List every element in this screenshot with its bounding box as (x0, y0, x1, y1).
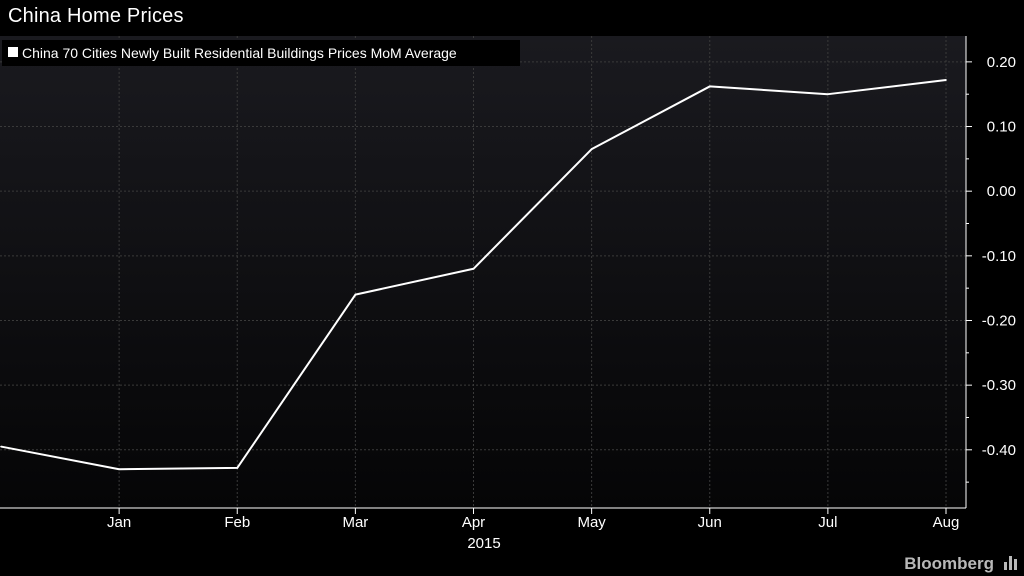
data-point (472, 267, 475, 270)
data-point (708, 85, 711, 88)
legend-label: China 70 Cities Newly Built Residential … (22, 45, 457, 61)
x-tick-label: May (577, 514, 606, 531)
x-tick-label: Feb (224, 514, 250, 531)
x-tick-label: Mar (342, 514, 368, 531)
data-point (827, 93, 829, 95)
grid-lines (0, 36, 966, 508)
chart-title: China Home Prices (8, 5, 184, 27)
x-tick-label: Aug (933, 514, 960, 531)
brand-name: Bloomberg (904, 554, 994, 573)
plot-background (0, 36, 966, 508)
x-axis-ticks: Jan Feb Mar Apr May Jun Jul Aug (107, 508, 959, 531)
x-tick-label: Jun (698, 514, 722, 531)
data-point (118, 468, 120, 471)
legend-background (2, 40, 520, 66)
data-point (0, 445, 2, 448)
data-point (354, 293, 357, 296)
y-tick-label: 0.10 (987, 119, 1016, 136)
y-tick-label: 0.00 (987, 183, 1016, 200)
series-layer (0, 78, 947, 471)
y-tick-label: 0.20 (987, 54, 1016, 71)
x-axis-year-label: 2015 (467, 535, 500, 552)
data-point (590, 148, 593, 150)
legend: China 70 Cities Newly Built Residential … (2, 40, 520, 66)
data-point (236, 467, 239, 469)
bloomberg-logo: Bloomberg (904, 554, 1017, 573)
x-tick-label: Jul (818, 514, 837, 531)
x-tick-label: Apr (462, 514, 485, 531)
y-tick-label: -0.20 (982, 312, 1016, 329)
bar-chart-icon (1004, 556, 1017, 570)
title-bar: China Home Prices (0, 0, 1024, 36)
y-tick-label: -0.30 (982, 377, 1016, 394)
data-point (945, 79, 947, 81)
x-tick-label: Jan (107, 514, 131, 531)
y-tick-label: -0.10 (982, 248, 1016, 265)
y-axis-ticks: 0.20 0.10 0.00 -0.10 -0.20 -0.30 -0.40 (966, 54, 1016, 483)
y-tick-label: -0.40 (982, 442, 1016, 459)
legend-swatch (8, 47, 18, 57)
